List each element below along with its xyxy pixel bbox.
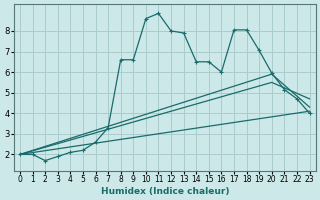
X-axis label: Humidex (Indice chaleur): Humidex (Indice chaleur) [100,187,229,196]
